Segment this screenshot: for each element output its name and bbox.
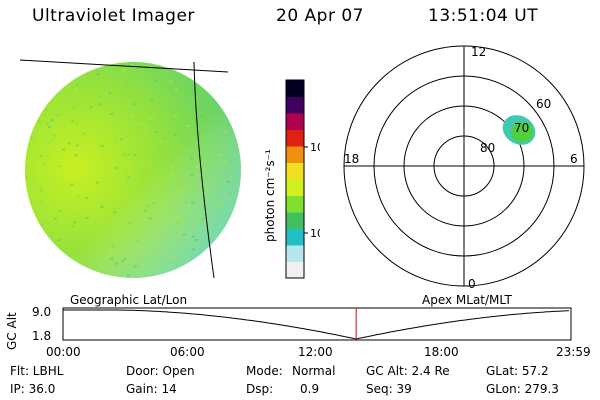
glat-readout: GLat: 57.2: [486, 364, 549, 378]
dsp-value: 0.9: [300, 382, 320, 396]
colorbar-swatch: [286, 195, 304, 213]
glon-readout: GLon: 279.3: [486, 382, 559, 396]
colorbar-swatch: [286, 113, 304, 130]
x-tick-2: 12:00: [298, 345, 333, 359]
x-tick-0: 00:00: [46, 345, 81, 359]
colorbar-tick-label: 100: [310, 141, 320, 154]
mode-label: Mode:: [246, 364, 283, 378]
geographic-label: Geographic Lat/Lon: [70, 293, 187, 307]
mlt-label-0: 0: [468, 277, 476, 291]
ip-readout: IP: 36.0: [10, 382, 56, 396]
mlt-label-12: 12: [471, 45, 486, 59]
seq-readout: Seq: 39: [366, 382, 412, 396]
colorbar-unit-label: photon cm⁻²s⁻¹: [263, 149, 277, 242]
colorbar-swatch: [286, 162, 304, 180]
colorbar-swatch: [286, 228, 304, 246]
filter-readout: Flt: LBHL: [10, 364, 64, 378]
x-tick-4: 23:59: [556, 345, 591, 359]
colorbar-swatch: [286, 129, 304, 147]
colorbar-swatch: [286, 261, 304, 279]
colorbar: 100 10 photon cm⁻²s⁻¹: [263, 79, 320, 279]
lat-lon-line: [19, 59, 229, 73]
gc-alt-readout: GC Alt: 2.4 Re: [366, 364, 450, 378]
mlat-label-60: 60: [536, 97, 551, 111]
dsp-label: Dsp:: [246, 382, 274, 396]
y-tick-bottom: 1.8: [32, 329, 51, 343]
x-tick-3: 18:00: [424, 345, 459, 359]
y-tick-top: 9.0: [32, 305, 51, 319]
altitude-curve: [63, 309, 569, 340]
uv-disk-image: [19, 59, 241, 279]
instrument-title: Ultraviolet Imager: [32, 6, 195, 26]
colorbar-swatch: [286, 212, 304, 229]
mlat-label-70: 70: [514, 121, 529, 135]
date-label: 20 Apr 07: [276, 6, 364, 26]
mode-value: Normal: [292, 364, 336, 378]
orbit-timeline: Geographic Lat/Lon Apex MLat/MLT GC Alt …: [5, 293, 591, 359]
colorbar-swatch: [286, 80, 304, 97]
mlat-label-80: 80: [480, 141, 495, 155]
colorbar-swatch: [286, 146, 304, 163]
colorbar-swatch: [286, 179, 304, 196]
x-tick-1: 06:00: [170, 345, 205, 359]
polar-plot: 12 6 0 18 60 70 80: [343, 45, 585, 291]
lat-lon-line: [193, 61, 215, 279]
time-label: 13:51:04 UT: [428, 6, 539, 26]
colorbar-gradient: [286, 80, 304, 279]
aurora-patch: [502, 115, 536, 145]
gc-alt-axis-label: GC Alt: [5, 312, 19, 350]
mlt-label-6: 6: [570, 152, 578, 166]
colorbar-swatch: [286, 245, 304, 262]
door-readout: Door: Open: [126, 364, 195, 378]
apex-label: Apex MLat/MLT: [422, 293, 512, 307]
mlt-label-18: 18: [344, 152, 359, 166]
gain-readout: Gain: 14: [126, 382, 177, 396]
colorbar-tick-label: 10: [310, 227, 320, 240]
colorbar-swatch: [286, 96, 304, 114]
